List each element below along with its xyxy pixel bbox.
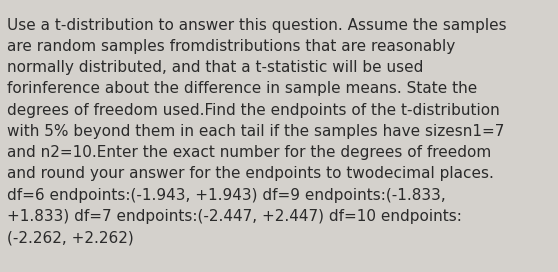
Text: Use a t-distribution to answer this question. Assume the samples
are random samp: Use a t-distribution to answer this ques… [7,18,507,245]
